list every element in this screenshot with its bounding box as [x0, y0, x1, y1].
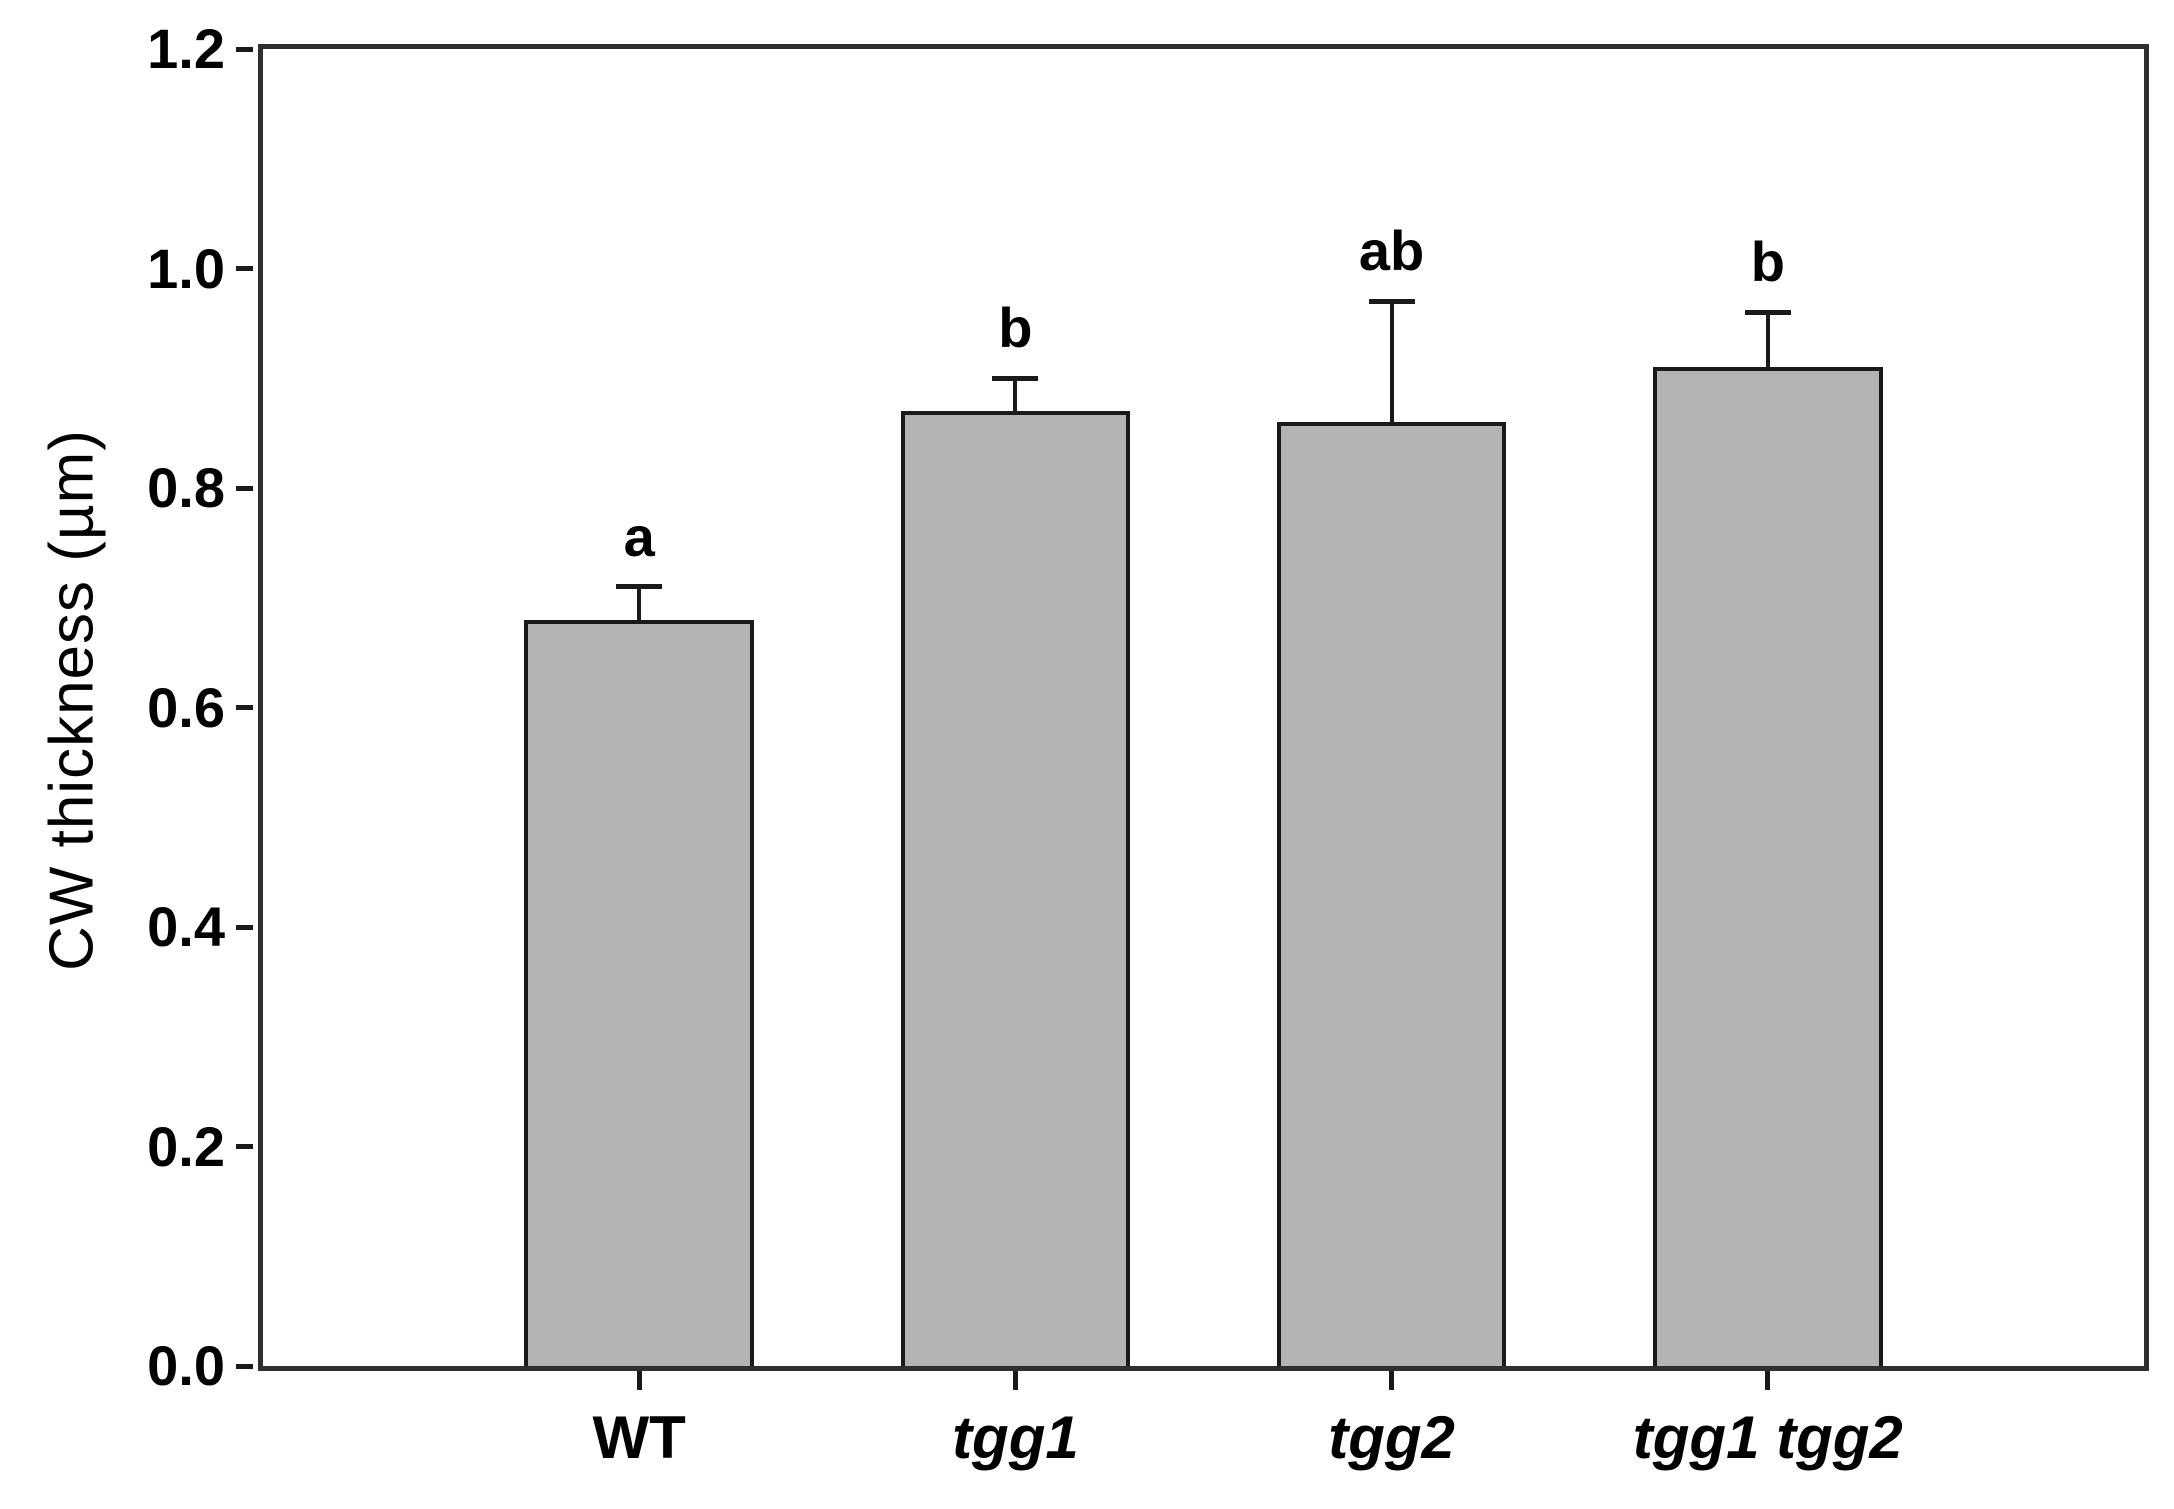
error-bar-cap [1368, 298, 1415, 304]
x-tick-label: tgg2 [1328, 1404, 1455, 1471]
error-bar-line [637, 586, 642, 620]
y-tick-label: 1.0 [147, 236, 225, 300]
x-tick-label: WT [592, 1404, 686, 1471]
x-tick-mark [636, 1371, 642, 1390]
y-axis-title: CW thickness (µm) [37, 429, 107, 971]
y-tick-label: 1.2 [147, 17, 225, 80]
error-bar-line [1765, 312, 1770, 368]
y-tick-mark [236, 485, 253, 491]
bar [1653, 367, 1883, 1366]
significance-letter: b [1750, 230, 1785, 294]
y-tick-label: 0.6 [147, 675, 225, 739]
x-tick-mark [1012, 1371, 1018, 1390]
x-tick-mark [1389, 1371, 1395, 1390]
bar [1276, 422, 1507, 1366]
error-bar-cap [992, 375, 1039, 381]
y-tick-label: 0.4 [147, 895, 225, 958]
error-bar-cap [616, 584, 663, 590]
y-tick-label: 0.0 [147, 1334, 225, 1397]
y-tick-label: 0.8 [147, 456, 225, 519]
bar [524, 619, 754, 1366]
bar [900, 411, 1131, 1366]
error-bar-line [1389, 301, 1394, 423]
y-tick-mark [236, 1144, 253, 1150]
error-bar-line [1013, 378, 1018, 412]
y-tick-mark [236, 266, 253, 271]
y-tick-mark [236, 1363, 253, 1369]
plot-area: 0.0 0.2 0.4 0.6 0.8 1.0 1.2 a WT b tgg1 ab tgg2 b tgg1… [147, 21, 2149, 1468]
y-tick-mark [236, 46, 253, 52]
significance-letter: a [623, 504, 655, 568]
y-tick-label: 0.2 [147, 1114, 225, 1178]
error-bar-cap [1744, 309, 1791, 315]
x-tick-mark [1765, 1371, 1771, 1390]
y-tick-mark [236, 705, 253, 710]
significance-letter: b [998, 296, 1033, 360]
x-tick-label: tgg1 [952, 1404, 1079, 1471]
significance-letter: ab [1358, 219, 1425, 283]
y-tick-mark [236, 924, 253, 930]
x-tick-label: tgg1 tgg2 [1632, 1404, 1903, 1471]
